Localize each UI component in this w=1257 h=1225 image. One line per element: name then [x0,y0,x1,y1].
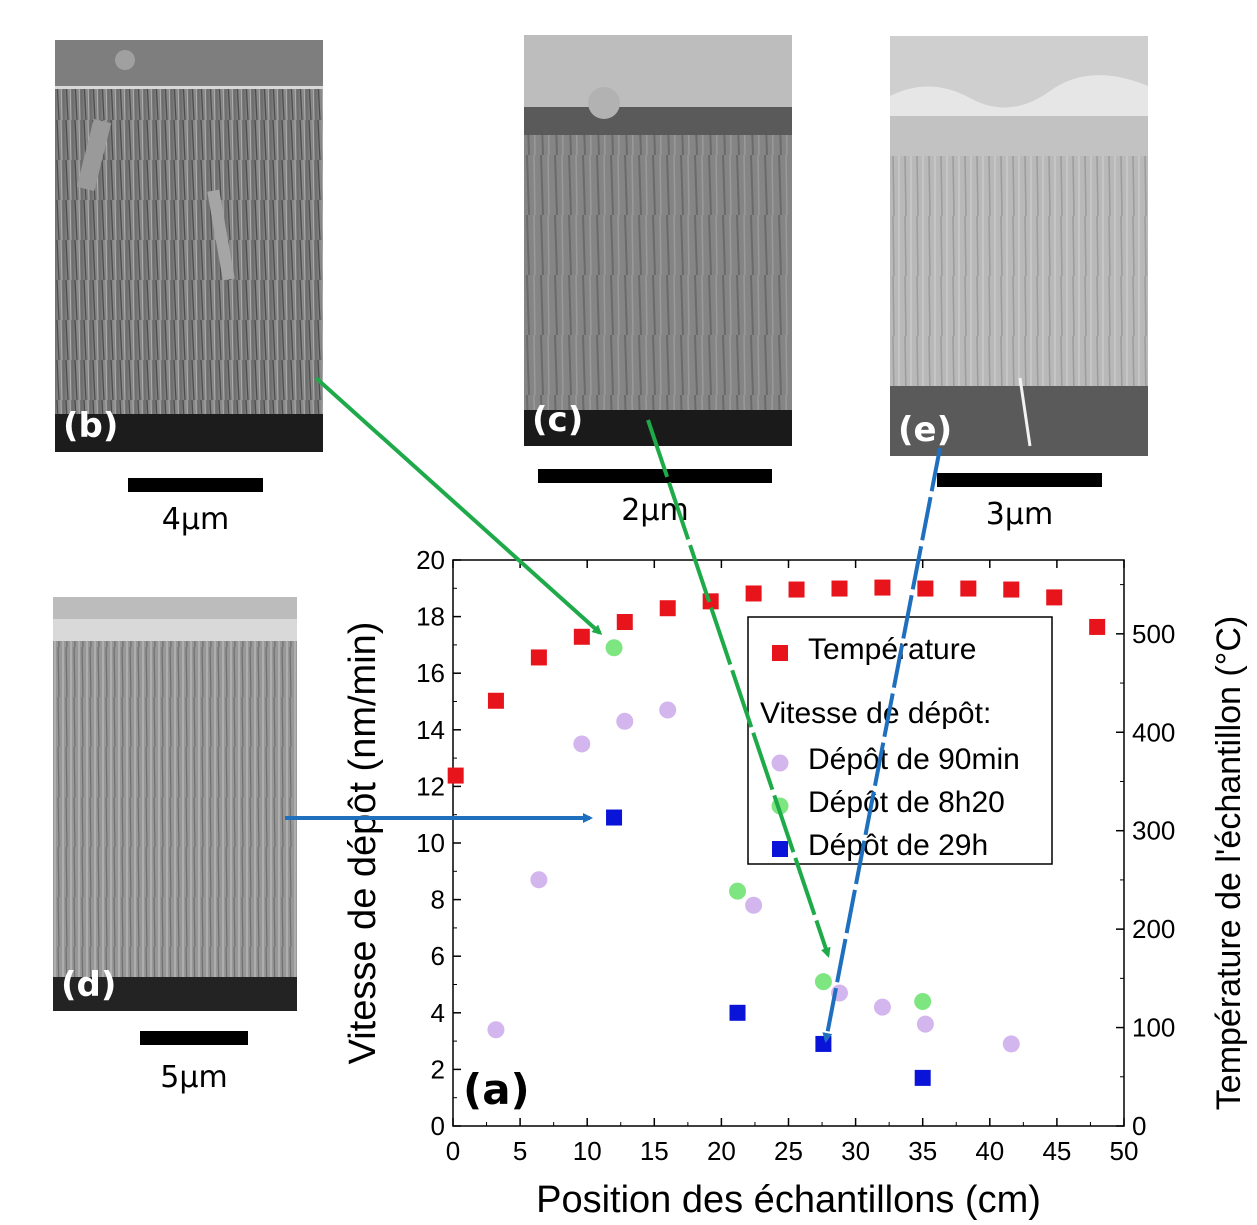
scale-bar-b [128,478,263,492]
x-axis-title: Position des échantillons (cm) [536,1179,1041,1221]
point-d-p-t-de-90min [573,735,591,753]
x-tick-label: 25 [774,1136,803,1166]
sem-texture-b [55,40,323,452]
point-temp-rature [745,585,762,602]
y-tick-label: 14 [416,715,445,745]
y-tick-label: 20 [416,545,445,575]
sem-image-d: (d) [53,597,297,1011]
panel-label-e: (e) [898,410,953,450]
legend-label: Dépôt de 90min [808,743,1020,776]
x-tick-label: 0 [446,1136,460,1166]
point-temp-rature [874,579,891,596]
scale-bar-d [140,1031,248,1045]
y-tick-label: 18 [416,602,445,632]
x-tick-label: 20 [707,1136,736,1166]
sem-texture-c [524,35,792,446]
panel-label-d: (d) [61,965,117,1005]
y-axis-title: Vitesse de dépôt (nm/min) [342,622,384,1065]
point-temp-rature [917,580,934,597]
point-temp-rature [447,767,464,784]
scale-label-b: 4µm [161,502,230,537]
y2-tick-label: 300 [1132,816,1175,846]
scale-label-e: 3µm [985,497,1054,532]
legend-label: Dépôt de 29h [808,829,988,862]
sem-image-b: (b) [55,40,323,452]
point-d-p-t-de-8h20 [814,973,832,991]
point-d-p-t-de-8h20 [605,639,623,657]
y2-tick-label: 0 [1132,1111,1146,1141]
y2-axis-title: Température de l'échantillon (°C) [1210,616,1248,1110]
sem-image-c: (c) [524,35,792,446]
point-d-p-t-de-29h [606,809,623,826]
y-tick-label: 2 [431,1054,445,1084]
point-temp-rature [788,581,805,598]
y-tick-label: 12 [416,771,445,801]
point-temp-rature [1089,618,1106,635]
x-tick-label: 5 [513,1136,527,1166]
point-d-p-t-de-8h20 [729,882,747,900]
sem-texture-d [53,597,297,1011]
point-temp-rature [573,628,590,645]
y-tick-label: 8 [431,885,445,915]
point-temp-rature [1003,581,1020,598]
legend-header: Vitesse de dépôt: [760,697,991,730]
x-tick-label: 50 [1110,1136,1139,1166]
point-temp-rature [487,692,504,709]
y-tick-label: 6 [431,941,445,971]
point-d-p-t-de-90min [873,998,891,1016]
point-d-p-t-de-29h [729,1004,746,1021]
sem-texture-e [890,36,1148,456]
scale-bar-e [937,473,1102,487]
point-temp-rature [530,649,547,666]
panel-label-a: (a) [463,1065,530,1114]
y-tick-label: 10 [416,828,445,858]
y-tick-label: 4 [431,998,445,1028]
legend-marker [771,797,789,815]
sem-image-e: (e) [890,36,1148,456]
y-tick-label: 16 [416,658,445,688]
x-tick-label: 45 [1042,1136,1071,1166]
legend-marker [771,754,789,772]
x-tick-label: 10 [573,1136,602,1166]
point-temp-rature [831,580,848,597]
point-d-p-t-de-90min [659,701,677,719]
point-d-p-t-de-90min [830,984,848,1002]
legend-marker [772,645,788,661]
point-temp-rature [616,614,633,631]
legend-label: Dépôt de 8h20 [808,786,1005,819]
y2-tick-label: 100 [1132,1013,1175,1043]
legend-label: Température [808,633,976,666]
point-d-p-t-de-29h [815,1035,832,1052]
x-tick-label: 35 [908,1136,937,1166]
panel-label-b: (b) [63,406,119,446]
point-d-p-t-de-90min [916,1015,934,1033]
point-d-p-t-de-90min [616,712,634,730]
y2-tick-label: 500 [1132,619,1175,649]
point-d-p-t-de-90min [530,871,548,889]
point-d-p-t-de-29h [914,1069,931,1086]
point-temp-rature [1046,589,1063,606]
y2-tick-label: 200 [1132,914,1175,944]
y-tick-label: 0 [431,1111,445,1141]
point-d-p-t-de-90min [745,896,763,914]
legend-marker [772,841,788,857]
point-temp-rature [659,600,676,617]
x-tick-label: 40 [975,1136,1004,1166]
x-tick-label: 15 [640,1136,669,1166]
x-tick-label: 30 [841,1136,870,1166]
point-d-p-t-de-8h20 [914,992,932,1010]
scale-label-d: 5µm [160,1060,228,1095]
point-d-p-t-de-90min [487,1021,505,1039]
point-d-p-t-de-90min [1002,1035,1020,1053]
point-temp-rature [702,593,719,610]
point-temp-rature [960,580,977,597]
y2-tick-label: 400 [1132,717,1175,747]
